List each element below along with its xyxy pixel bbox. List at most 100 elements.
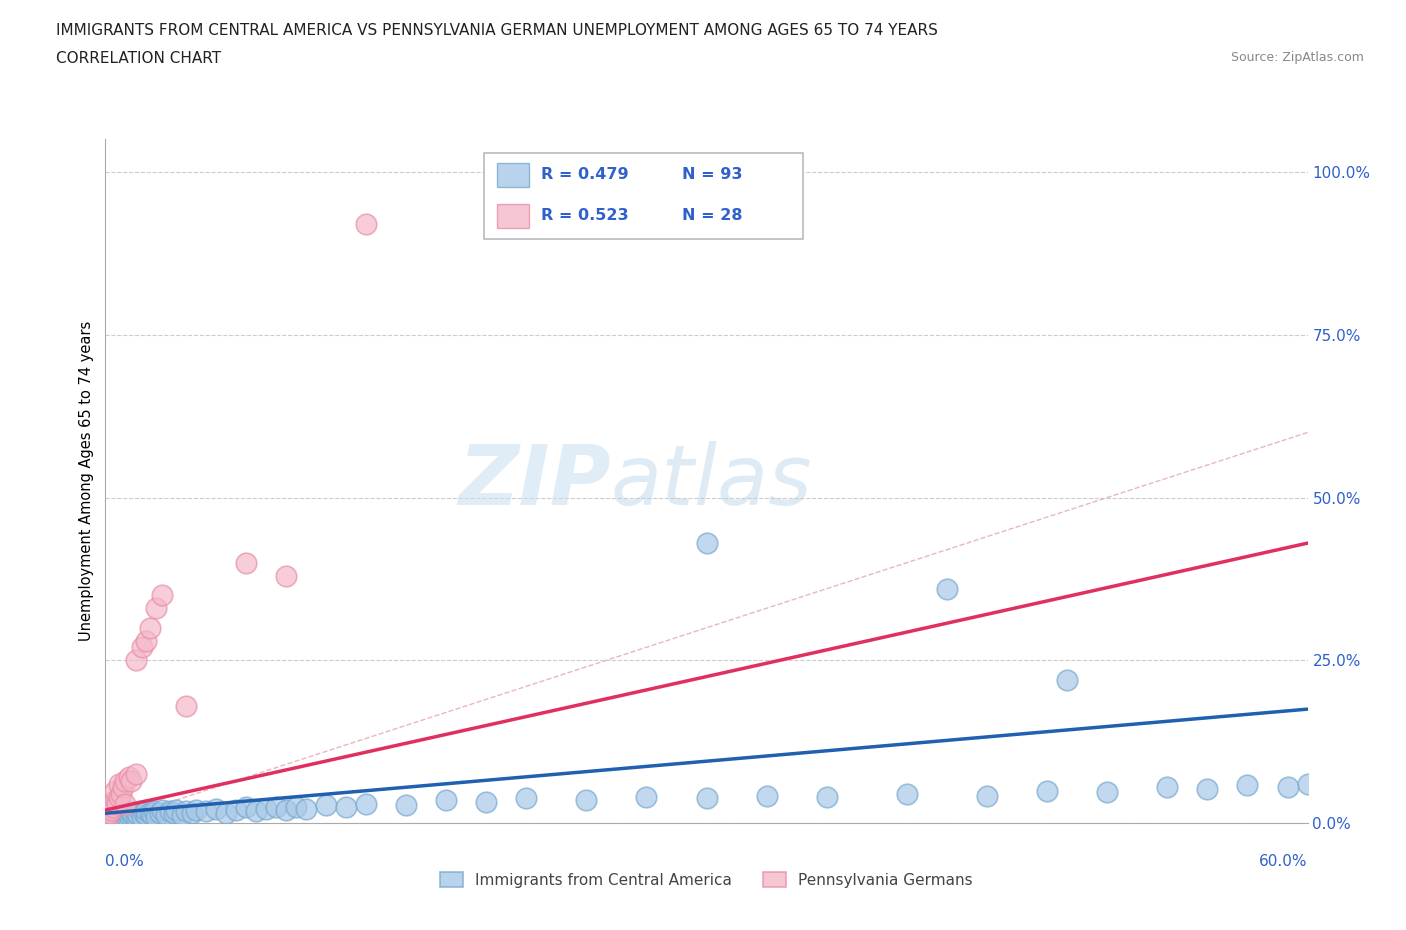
Point xyxy=(108,808,131,823)
Point xyxy=(696,536,718,551)
FancyBboxPatch shape xyxy=(496,164,529,187)
Point xyxy=(100,800,122,815)
Point xyxy=(118,807,141,822)
Point xyxy=(100,803,122,817)
Point xyxy=(131,809,153,824)
Point xyxy=(755,789,778,804)
Point xyxy=(1197,782,1219,797)
Point xyxy=(214,805,236,821)
Point xyxy=(117,809,139,824)
Point xyxy=(103,800,125,815)
Point xyxy=(107,805,129,821)
Point xyxy=(118,770,141,785)
Point xyxy=(96,808,118,823)
Point xyxy=(98,803,121,817)
Point xyxy=(98,811,121,826)
Point xyxy=(696,790,718,805)
Point xyxy=(159,804,181,818)
Point xyxy=(162,805,184,821)
FancyBboxPatch shape xyxy=(484,153,803,239)
Point xyxy=(155,807,177,822)
Point xyxy=(108,790,131,804)
Point xyxy=(110,787,132,802)
Point xyxy=(1277,779,1299,794)
Point xyxy=(235,555,257,570)
Point xyxy=(122,808,145,823)
Point xyxy=(1097,784,1119,799)
Point xyxy=(165,803,187,817)
Point xyxy=(145,601,167,616)
Point xyxy=(124,653,146,668)
Point xyxy=(135,633,157,648)
Point xyxy=(108,804,131,819)
Point xyxy=(96,810,118,825)
Point xyxy=(112,779,135,794)
Point xyxy=(128,804,150,818)
Point xyxy=(141,808,163,823)
Text: atlas: atlas xyxy=(610,441,813,522)
Point xyxy=(103,805,125,821)
Point xyxy=(138,620,160,635)
Point xyxy=(1036,783,1059,798)
Point xyxy=(114,808,136,823)
Point xyxy=(110,807,132,822)
Point xyxy=(124,805,146,821)
Point xyxy=(98,805,121,821)
Text: Source: ZipAtlas.com: Source: ZipAtlas.com xyxy=(1230,51,1364,64)
Point xyxy=(100,810,122,825)
Point xyxy=(114,774,136,789)
Point xyxy=(98,809,121,824)
Point xyxy=(180,805,202,821)
Text: R = 0.523: R = 0.523 xyxy=(541,208,628,223)
Point xyxy=(104,807,127,822)
Point xyxy=(138,805,160,821)
Text: IMMIGRANTS FROM CENTRAL AMERICA VS PENNSYLVANIA GERMAN UNEMPLOYMENT AMONG AGES 6: IMMIGRANTS FROM CENTRAL AMERICA VS PENNS… xyxy=(56,23,938,38)
Text: CORRELATION CHART: CORRELATION CHART xyxy=(56,51,221,66)
Point xyxy=(110,804,132,818)
Point xyxy=(245,804,267,818)
Point xyxy=(96,813,118,828)
Point xyxy=(145,809,167,824)
FancyBboxPatch shape xyxy=(496,205,529,229)
Text: 60.0%: 60.0% xyxy=(1260,854,1308,869)
Point xyxy=(636,790,658,804)
Point xyxy=(264,800,287,815)
Point xyxy=(274,568,297,583)
Point xyxy=(475,795,498,810)
Point xyxy=(121,805,143,821)
Point xyxy=(121,774,143,789)
Point xyxy=(184,803,207,817)
Point xyxy=(235,800,257,815)
Point xyxy=(107,796,129,811)
Point xyxy=(150,588,173,603)
Point xyxy=(132,805,155,821)
Y-axis label: Unemployment Among Ages 65 to 74 years: Unemployment Among Ages 65 to 74 years xyxy=(79,321,94,642)
Point xyxy=(124,809,146,824)
Text: ZIP: ZIP xyxy=(458,441,610,522)
Point xyxy=(284,800,307,815)
Point xyxy=(104,810,127,825)
Point xyxy=(936,581,959,596)
Point xyxy=(174,698,197,713)
Point xyxy=(274,803,297,817)
Point xyxy=(354,796,377,811)
Point xyxy=(103,809,125,824)
Text: 0.0%: 0.0% xyxy=(105,854,145,869)
Point xyxy=(295,802,318,817)
Point xyxy=(1056,672,1078,687)
Point xyxy=(254,802,277,817)
Text: N = 28: N = 28 xyxy=(682,208,742,223)
Point xyxy=(135,807,157,822)
Point xyxy=(108,777,131,791)
Point xyxy=(515,790,537,805)
Text: N = 93: N = 93 xyxy=(682,167,742,182)
Legend: Immigrants from Central America, Pennsylvania Germans: Immigrants from Central America, Pennsyl… xyxy=(434,866,979,894)
Point xyxy=(1236,777,1258,792)
Point xyxy=(174,804,197,818)
Point xyxy=(170,807,193,822)
Point xyxy=(100,808,122,823)
Point xyxy=(96,809,118,824)
Point xyxy=(142,804,165,818)
Point xyxy=(315,797,337,812)
Point xyxy=(395,797,418,812)
